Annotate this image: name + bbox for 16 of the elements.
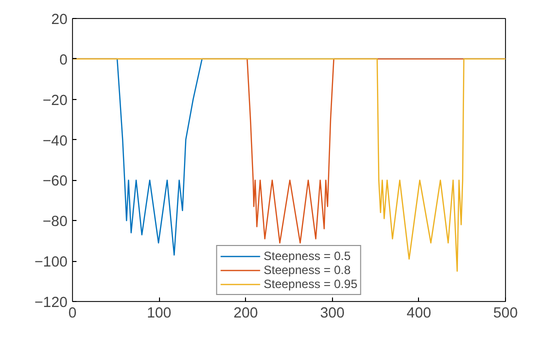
y-tick-label: −80: [42, 214, 68, 230]
y-tick-label: 0: [59, 52, 68, 68]
x-tick-label: 300: [320, 306, 345, 322]
y-tick-label: −60: [42, 174, 68, 190]
x-tick-label: 500: [493, 306, 518, 322]
legend-label: Steepness = 0.8: [264, 263, 351, 277]
y-tick-label: 20: [51, 12, 68, 28]
x-tick-label: 200: [233, 306, 258, 322]
x-tick-label: 100: [146, 306, 172, 322]
y-tick-label: −40: [42, 133, 68, 150]
x-tick-label: 400: [406, 306, 432, 322]
y-tick-label: −120: [34, 295, 68, 311]
legend-label: Steepness = 0.5: [264, 249, 351, 263]
legend-label: Steepness = 0.95: [264, 277, 358, 291]
y-tick-label: −100: [34, 254, 68, 271]
y-tick-label: −20: [42, 92, 68, 109]
